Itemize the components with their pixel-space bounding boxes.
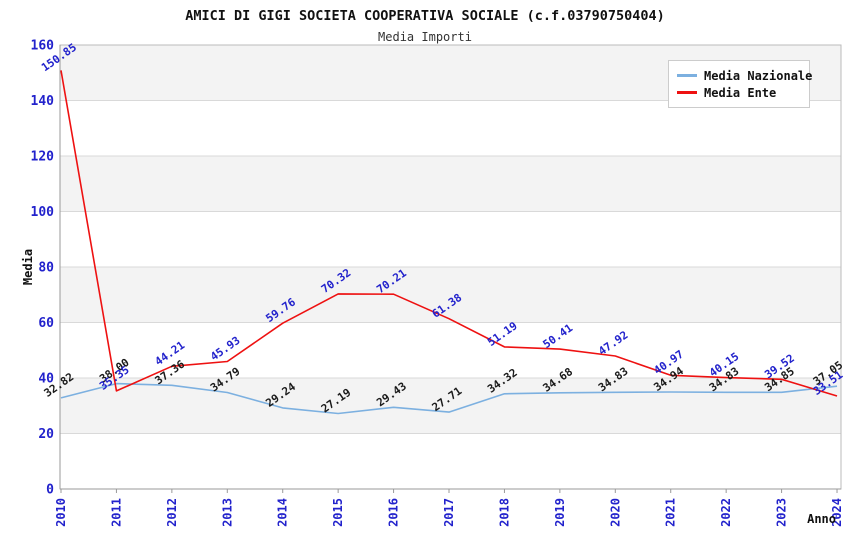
series-line-media-ente: [60, 70, 838, 397]
chart-title: AMICI DI GIGI SOCIETA COOPERATIVA SOCIAL…: [185, 8, 665, 24]
data-label: 45.93: [208, 334, 243, 364]
y-tick-label: 100: [31, 205, 55, 220]
legend-swatch-media-ente-icon: [677, 91, 697, 94]
x-tick-label: 2014: [276, 498, 290, 527]
x-tick-label: 2015: [331, 498, 345, 527]
x-tick-label: 2024: [830, 498, 844, 527]
y-tick-label: 160: [31, 39, 55, 54]
x-tick-label: 2020: [608, 498, 622, 527]
plot-band: [60, 156, 841, 212]
x-tick-label: 2013: [220, 498, 234, 527]
legend-label-media-nazionale: Media Nazionale: [704, 68, 813, 83]
data-label: 47.92: [596, 328, 631, 358]
chart-subtitle: Media Importi: [378, 30, 472, 44]
x-axis-title: Anno: [807, 512, 836, 526]
x-tick-label: 2011: [109, 498, 123, 527]
x-tick-label: 2023: [775, 498, 789, 527]
x-tick-label: 2018: [497, 498, 511, 527]
legend-item-media-ente: Media Ente: [677, 84, 809, 101]
y-tick-label: 60: [38, 316, 54, 331]
legend-swatch-media-nazionale-icon: [677, 74, 697, 77]
x-tick-label: 2017: [442, 498, 456, 527]
chart-header: AMICI DI GIGI SOCIETA COOPERATIVA SOCIAL…: [0, 0, 850, 44]
legend: Media Nazionale Media Ente: [668, 60, 813, 108]
y-tick-label: 0: [46, 483, 54, 498]
data-label: 50.41: [541, 321, 576, 351]
plot-band: [60, 267, 841, 323]
y-tick-label: 80: [38, 261, 54, 276]
y-tick-label: 40: [38, 372, 54, 387]
data-label: 51.19: [485, 319, 520, 349]
series-line-media-nazionale: [60, 382, 838, 415]
y-tick-label: 20: [38, 427, 54, 442]
x-tick-label: 2016: [387, 498, 401, 527]
y-tick-label: 120: [31, 150, 55, 165]
legend-item-media-nazionale: Media Nazionale: [677, 67, 813, 84]
x-tick-label: 2021: [664, 498, 678, 527]
x-tick-label: 2019: [553, 498, 567, 527]
legend-label-media-ente: Media Ente: [704, 85, 777, 100]
x-tick-label: 2010: [54, 498, 68, 527]
y-axis-title: Media: [21, 249, 35, 285]
y-tick-label: 140: [31, 94, 55, 109]
x-tick-label: 2022: [719, 498, 733, 527]
x-tick-label: 2012: [165, 498, 179, 527]
